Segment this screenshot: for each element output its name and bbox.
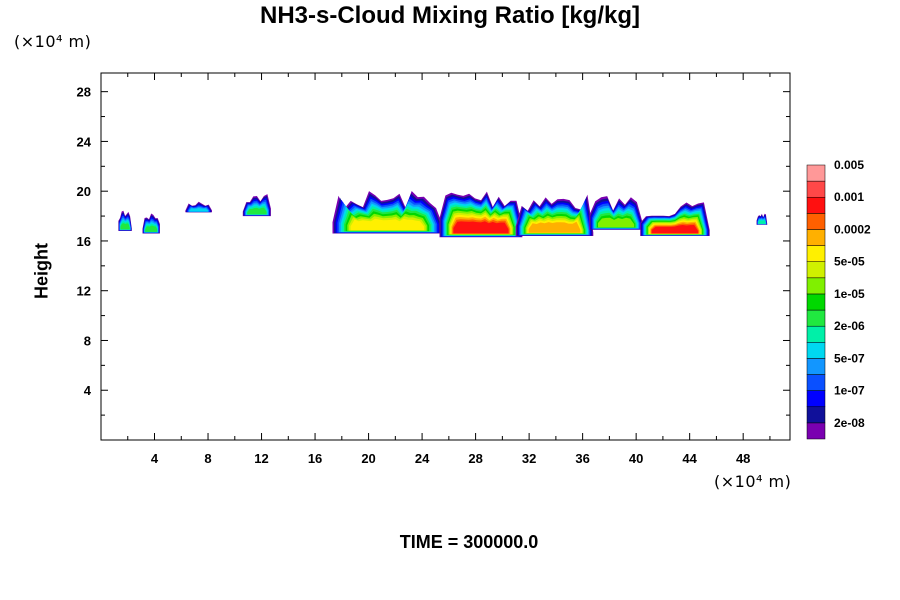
colorbar-swatch <box>806 196 826 214</box>
contour-level-12 <box>350 218 425 231</box>
colorbar-label: 2e-08 <box>834 416 865 430</box>
colorbar-swatch <box>806 342 826 359</box>
y-tick-label: 24 <box>77 134 92 149</box>
colorbar-swatch <box>806 406 826 424</box>
x-tick-label: 40 <box>629 451 643 466</box>
contour-level-15 <box>651 225 698 234</box>
time-label: TIME = 300000.0 <box>399 532 539 552</box>
cloud-cluster <box>185 201 212 213</box>
colorbar-swatch <box>806 293 826 311</box>
y-tick-label: 4 <box>84 383 92 398</box>
x-tick-label: 32 <box>522 451 536 466</box>
colorbar-swatch <box>806 164 826 182</box>
x-unit-label: (×10⁴ m) <box>714 472 792 491</box>
y-tick-label: 8 <box>84 333 91 348</box>
colorbar-swatch <box>806 374 826 391</box>
cloud-cluster <box>242 194 271 217</box>
cloud-cluster <box>439 191 523 238</box>
cloud-cluster <box>515 194 594 236</box>
y-unit-label: (×10⁴ m) <box>14 32 92 51</box>
colorbar-swatch <box>806 390 826 408</box>
colorbar-label: 2e-06 <box>834 319 865 333</box>
cloud-cluster <box>640 202 710 236</box>
colorbar-label: 0.0002 <box>834 222 871 236</box>
colorbar-label: 1e-05 <box>834 287 865 301</box>
colorbar-swatch <box>806 358 826 375</box>
colorbar-label: 5e-05 <box>834 255 865 269</box>
contour-level-8 <box>145 225 158 232</box>
x-tick-label: 16 <box>308 451 322 466</box>
contour-level-8 <box>247 207 267 215</box>
y-tick-label: 16 <box>77 234 91 249</box>
cloud-field <box>118 191 768 238</box>
contour-level-15 <box>453 221 509 234</box>
x-tick-label: 4 <box>151 451 159 466</box>
cloud-cluster <box>118 210 132 231</box>
contour-level-8 <box>120 223 130 230</box>
colorbar-label: 1e-07 <box>834 384 865 398</box>
x-tick-label: 44 <box>682 451 697 466</box>
x-tick-label: 8 <box>204 451 211 466</box>
colorbar-swatch <box>806 245 826 262</box>
contour-level-13 <box>528 221 581 233</box>
x-tick-label: 36 <box>575 451 589 466</box>
cloud-cluster <box>332 191 443 234</box>
cloud-cluster <box>142 213 160 234</box>
colorbar-label: 5e-07 <box>834 351 865 365</box>
colorbar: 2e-08 1e-07 5e-07 2e-06 1e-05 5e-05 0.0002 0.00… <box>806 158 871 440</box>
colorbar-swatch <box>806 180 826 198</box>
colorbar-swatch <box>806 309 826 327</box>
y-tick-label: 28 <box>77 85 91 100</box>
colorbar-label: 0.005 <box>834 158 864 172</box>
x-tick-label: 48 <box>736 451 750 466</box>
x-tick-label: 28 <box>468 451 482 466</box>
colorbar-swatch <box>806 261 826 279</box>
cloud-cluster <box>589 196 643 230</box>
contour-level-6 <box>189 208 208 212</box>
colorbar-swatch <box>806 213 826 230</box>
colorbar-swatch <box>806 229 826 246</box>
colorbar-label: 0.001 <box>834 190 864 204</box>
chart-title: NH3-s-Cloud Mixing Ratio [kg/kg] <box>260 2 640 29</box>
contour-level-7 <box>758 220 766 224</box>
colorbar-swatch <box>806 325 826 343</box>
x-tick-label: 24 <box>415 451 430 466</box>
cloud-cluster <box>756 213 768 225</box>
plot-frame <box>100 72 791 441</box>
x-tick-label: 20 <box>361 451 375 466</box>
colorbar-swatch <box>806 422 826 440</box>
contour-level-10 <box>598 217 635 228</box>
y-tick-label: 12 <box>77 284 91 299</box>
y-tick-label: 20 <box>77 184 91 199</box>
colorbar-swatch <box>806 277 826 295</box>
x-tick-label: 12 <box>254 451 268 466</box>
